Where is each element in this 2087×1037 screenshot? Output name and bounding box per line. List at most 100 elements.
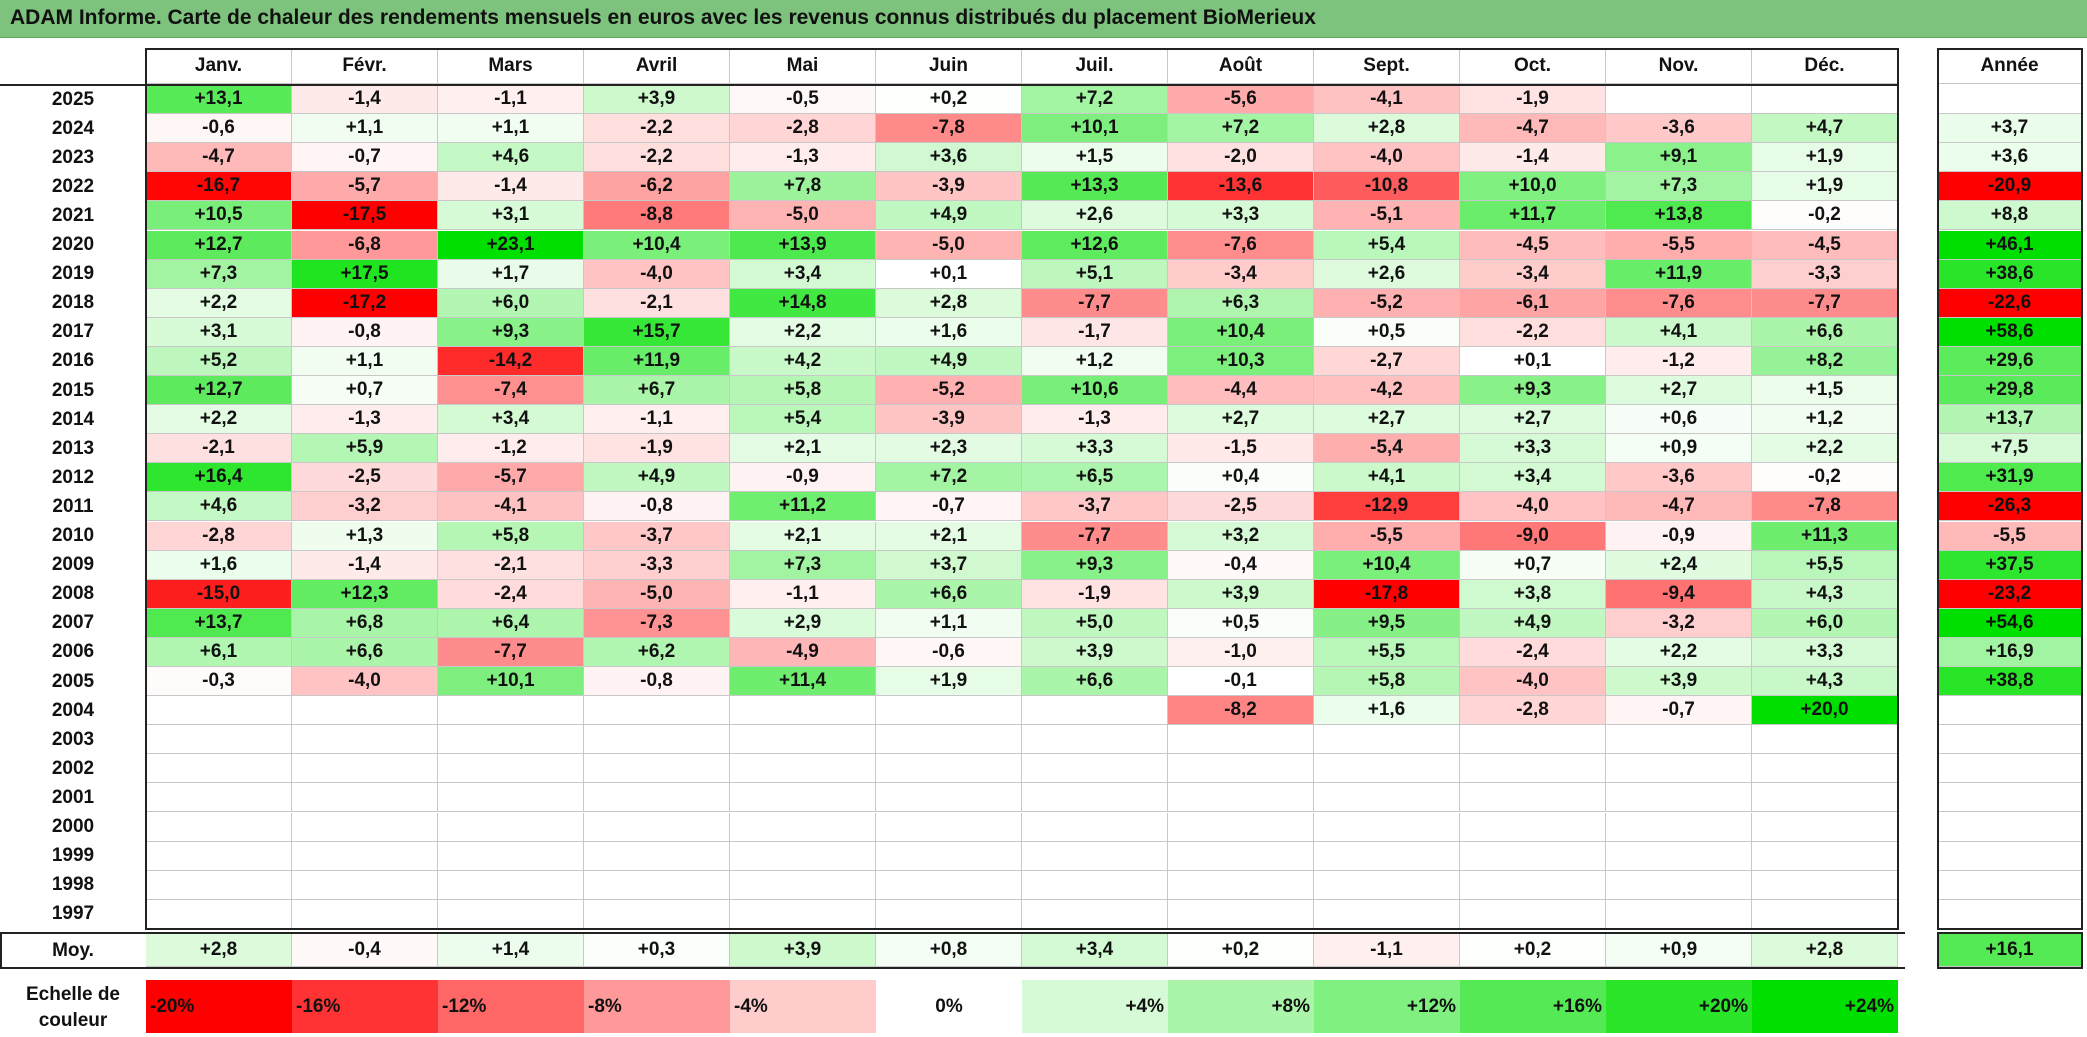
heatmap-cell: +3,9 xyxy=(1606,667,1752,697)
annual-cell: +7,5 xyxy=(1938,434,2082,464)
heatmap-cell: +0,5 xyxy=(1168,608,1314,638)
year-label: 1998 xyxy=(0,870,146,900)
year-label: 2008 xyxy=(0,579,146,609)
annual-cell: +38,8 xyxy=(1938,667,2082,697)
color-scale-swatch: 0% xyxy=(876,980,1022,1033)
heatmap-cell: +0,5 xyxy=(1314,317,1460,347)
heatmap-cell: +6,0 xyxy=(1752,608,1898,638)
heatmap-cell: +11,7 xyxy=(1460,201,1606,231)
heatmap-cell: +3,9 xyxy=(1168,579,1314,609)
average-cell: +0,9 xyxy=(1606,934,1752,967)
heatmap-cell xyxy=(1460,870,1606,900)
color-scale-swatch: -8% xyxy=(584,980,730,1033)
year-label: 2023 xyxy=(0,143,146,173)
month-header: Févr. xyxy=(292,49,438,84)
heatmap-cell: +3,3 xyxy=(1752,637,1898,667)
heatmap-cell: +1,6 xyxy=(876,317,1022,347)
heatmap-cell: -3,6 xyxy=(1606,114,1752,144)
heatmap-cell: -5,0 xyxy=(876,230,1022,260)
heatmap-cell: +4,7 xyxy=(1752,114,1898,144)
month-header: Sept. xyxy=(1314,49,1460,84)
heatmap-cell: +10,4 xyxy=(1168,317,1314,347)
month-header: Déc. xyxy=(1752,49,1898,84)
heatmap-cell xyxy=(730,725,876,755)
heatmap-cell: +1,3 xyxy=(292,521,438,551)
heatmap-cell: -3,6 xyxy=(1606,463,1752,493)
year-label: 2013 xyxy=(0,434,146,464)
heatmap-cell: -2,2 xyxy=(1460,317,1606,347)
heatmap-cell xyxy=(584,725,730,755)
annual-cell: +13,7 xyxy=(1938,405,2082,435)
annual-cell: -23,2 xyxy=(1938,579,2082,609)
month-header: Oct. xyxy=(1460,49,1606,84)
heatmap-cell: -0,4 xyxy=(1168,550,1314,580)
heatmap-cell: +1,5 xyxy=(1022,143,1168,173)
average-bottom-line xyxy=(0,967,1905,969)
heatmap-cell xyxy=(1314,812,1460,842)
heatmap-cell: -7,3 xyxy=(584,608,730,638)
heatmap-cell xyxy=(146,696,292,726)
year-label: 2005 xyxy=(0,667,146,697)
annual-cell: -22,6 xyxy=(1938,288,2082,318)
heatmap-cell xyxy=(1168,899,1314,929)
year-label: 2017 xyxy=(0,317,146,347)
heatmap-cell: +9,3 xyxy=(1460,376,1606,406)
heatmap-cell: +4,1 xyxy=(1606,317,1752,347)
heatmap-cell: -2,8 xyxy=(1460,696,1606,726)
heatmap-cell xyxy=(876,841,1022,871)
heatmap-cell xyxy=(1752,812,1898,842)
year-label: 2022 xyxy=(0,172,146,202)
heatmap-cell: -5,1 xyxy=(1314,201,1460,231)
heatmap-cell: +9,3 xyxy=(1022,550,1168,580)
heatmap-cell xyxy=(1168,841,1314,871)
heatmap-cell xyxy=(146,841,292,871)
heatmap-cell: +14,8 xyxy=(730,288,876,318)
heatmap-cell: -3,4 xyxy=(1460,259,1606,289)
heatmap-cell: -0,9 xyxy=(730,463,876,493)
heatmap-cell xyxy=(730,899,876,929)
heatmap-cell: -3,7 xyxy=(1022,492,1168,522)
heatmap-cell: -0,2 xyxy=(1752,201,1898,231)
annual-cell: -26,3 xyxy=(1938,492,2082,522)
heatmap-cell xyxy=(1022,812,1168,842)
heatmap-cell: -0,5 xyxy=(730,85,876,115)
heatmap-cell: -7,7 xyxy=(1022,288,1168,318)
heatmap-cell: +5,5 xyxy=(1314,637,1460,667)
heatmap-cell: +0,2 xyxy=(876,85,1022,115)
annual-cell xyxy=(1938,696,2082,726)
heatmap-cell: +2,8 xyxy=(876,288,1022,318)
heatmap-cell: +5,8 xyxy=(1314,667,1460,697)
heatmap-cell: -0,8 xyxy=(292,317,438,347)
heatmap-cell xyxy=(1606,725,1752,755)
heatmap-cell: +6,8 xyxy=(292,608,438,638)
heatmap-cell: +12,7 xyxy=(146,230,292,260)
heatmap-cell xyxy=(1606,870,1752,900)
year-label: 2009 xyxy=(0,550,146,580)
heatmap-cell: +1,7 xyxy=(438,259,584,289)
heatmap-cell xyxy=(292,696,438,726)
heatmap-cell xyxy=(876,696,1022,726)
heatmap-cell: +2,2 xyxy=(730,317,876,347)
year-label: 2004 xyxy=(0,696,146,726)
heatmap-cell: +12,7 xyxy=(146,376,292,406)
heatmap-cell: -12,9 xyxy=(1314,492,1460,522)
heatmap-cell: +6,1 xyxy=(146,637,292,667)
year-label: 2001 xyxy=(0,783,146,813)
heatmap-cell: +4,3 xyxy=(1752,667,1898,697)
heatmap-cell: -4,0 xyxy=(292,667,438,697)
heatmap-cell xyxy=(1460,841,1606,871)
heatmap-cell xyxy=(1752,783,1898,813)
average-annual-cell: +16,1 xyxy=(1938,934,2082,967)
heatmap-cell xyxy=(1752,754,1898,784)
heatmap-cell xyxy=(1460,725,1606,755)
heatmap-cell xyxy=(146,754,292,784)
heatmap-cell xyxy=(1606,841,1752,871)
year-label: 2020 xyxy=(0,230,146,260)
heatmap-cell: -5,6 xyxy=(1168,85,1314,115)
heatmap-cell: -2,1 xyxy=(584,288,730,318)
heatmap-cell: +13,3 xyxy=(1022,172,1168,202)
heatmap-cell: +2,2 xyxy=(146,288,292,318)
annual-cell: +29,8 xyxy=(1938,376,2082,406)
heatmap-cell: -1,4 xyxy=(292,85,438,115)
